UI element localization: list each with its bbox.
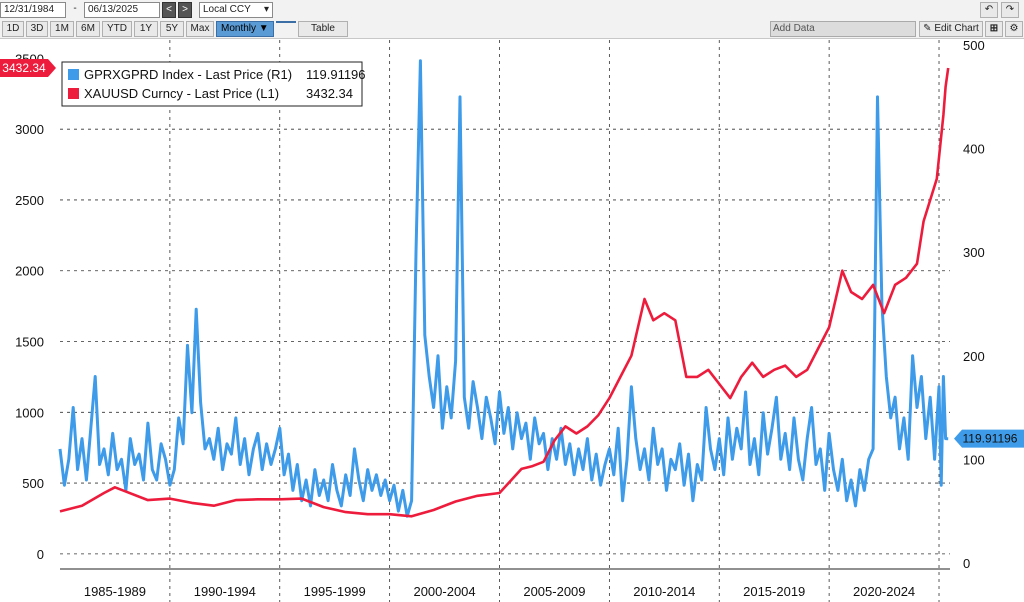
chart-toolbar: 12/31/1984 - 06/13/2025 < > Local CCY ▾ … [0,0,1024,39]
y-left-tick-label: 500 [22,476,44,491]
currency-select[interactable]: Local CCY ▾ [199,2,273,18]
y-right-tick-label: 300 [963,245,985,260]
y-right-tick-label: 400 [963,142,985,157]
period-1d[interactable]: 1D [2,21,24,37]
last-value-tag-xauusd [0,58,56,77]
x-tick-label: 2000-2004 [413,584,475,599]
next-period-button[interactable]: > [178,2,192,18]
currency-label: Local CCY [203,4,251,15]
legend-label-gprxgprd: GPRXGPRD Index - Last Price (R1) [84,67,292,82]
x-tick-label: 2015-2019 [743,584,805,599]
period-5y[interactable]: 5Y [160,21,184,37]
x-tick-label: 1985-1989 [84,584,146,599]
chevron-down-icon: ▾ [263,4,269,15]
edit-chart-label: Edit Chart [934,23,979,34]
period-ytd[interactable]: YTD [102,21,132,37]
legend-value-xauusd: 3432.34 [306,86,353,101]
chevron-left-icon: < [166,4,172,15]
y-left-tick-label: 0 [37,547,44,562]
y-left-tick-label: 2000 [15,264,44,279]
legend: GPRXGPRD Index - Last Price (R1) 119.911… [61,61,366,107]
prev-period-button[interactable]: < [162,2,176,18]
start-date-input[interactable]: 12/31/1984 [0,2,66,18]
edit-chart-button[interactable]: ✎ Edit Chart [919,21,983,37]
redo-button[interactable]: ↷ [1001,2,1019,18]
chart-type-button[interactable] [276,21,296,23]
x-tick-label: 1995-1999 [304,584,366,599]
chart-tools-icon: ⊞ [989,23,999,34]
frequency-select[interactable]: Monthly ▼ [216,21,274,37]
grid-lines [60,40,950,602]
series-line-xauusd [59,67,950,518]
y-right-tick-label: 0 [963,556,970,571]
x-tick-label: 2005-2009 [523,584,585,599]
settings-button[interactable]: ⚙ [1005,21,1023,37]
pencil-icon: ✎ [923,23,932,34]
gear-icon: ⚙ [1009,23,1019,34]
y-left-tick-label: 1000 [15,405,44,420]
x-tick-label: 2020-2024 [853,584,915,599]
series-line-gprxgprd [58,59,949,518]
legend-label-xauusd: XAUUSD Curncy - Last Price (L1) [84,86,279,101]
legend-box [61,61,363,107]
period-6m[interactable]: 6M [76,21,100,37]
last-value-label-gprxgprd: 119.91196 [963,432,1018,446]
date-separator: - [73,3,77,14]
table-button[interactable]: Table [298,21,348,37]
chart-tools-button[interactable]: ⊞ [985,21,1003,37]
y-right-tick-label: 500 [963,38,985,53]
y-right-tick-label: 100 [963,452,985,467]
period-3d[interactable]: 3D [26,21,48,37]
redo-icon: ↷ [1005,4,1015,15]
last-value-tags: 119.91196 3432.34 [0,58,1024,448]
x-tick-label: 2010-2014 [633,584,695,599]
y-right-tick-label: 200 [963,349,985,364]
y-left-tick-label: 3000 [15,122,44,137]
legend-value-gprxgprd: 119.91196 [306,67,366,82]
undo-icon: ↶ [984,4,994,15]
end-date-input[interactable]: 06/13/2025 [84,2,160,18]
chevron-right-icon: > [182,4,188,15]
x-tick-label: 1990-1994 [194,584,256,599]
undo-button[interactable]: ↶ [980,2,998,18]
period-1m[interactable]: 1M [50,21,74,37]
chart-area: 0500100015002000250030003500010020030040… [0,38,1024,602]
last-value-label-xauusd: 3432.34 [2,61,46,75]
legend-swatch-xauusd [68,88,79,99]
y-left-tick-label: 1500 [15,335,44,350]
axes: 0500100015002000250030003500010020030040… [15,38,985,599]
y-left-tick-label: 2500 [15,193,44,208]
series-layer [58,59,950,518]
last-value-tag-gprxgprd [954,429,1024,448]
add-data-input[interactable]: Add Data [770,21,916,37]
period-max[interactable]: Max [186,21,214,37]
period-1y[interactable]: 1Y [134,21,158,37]
legend-swatch-gprxgprd [68,69,79,80]
